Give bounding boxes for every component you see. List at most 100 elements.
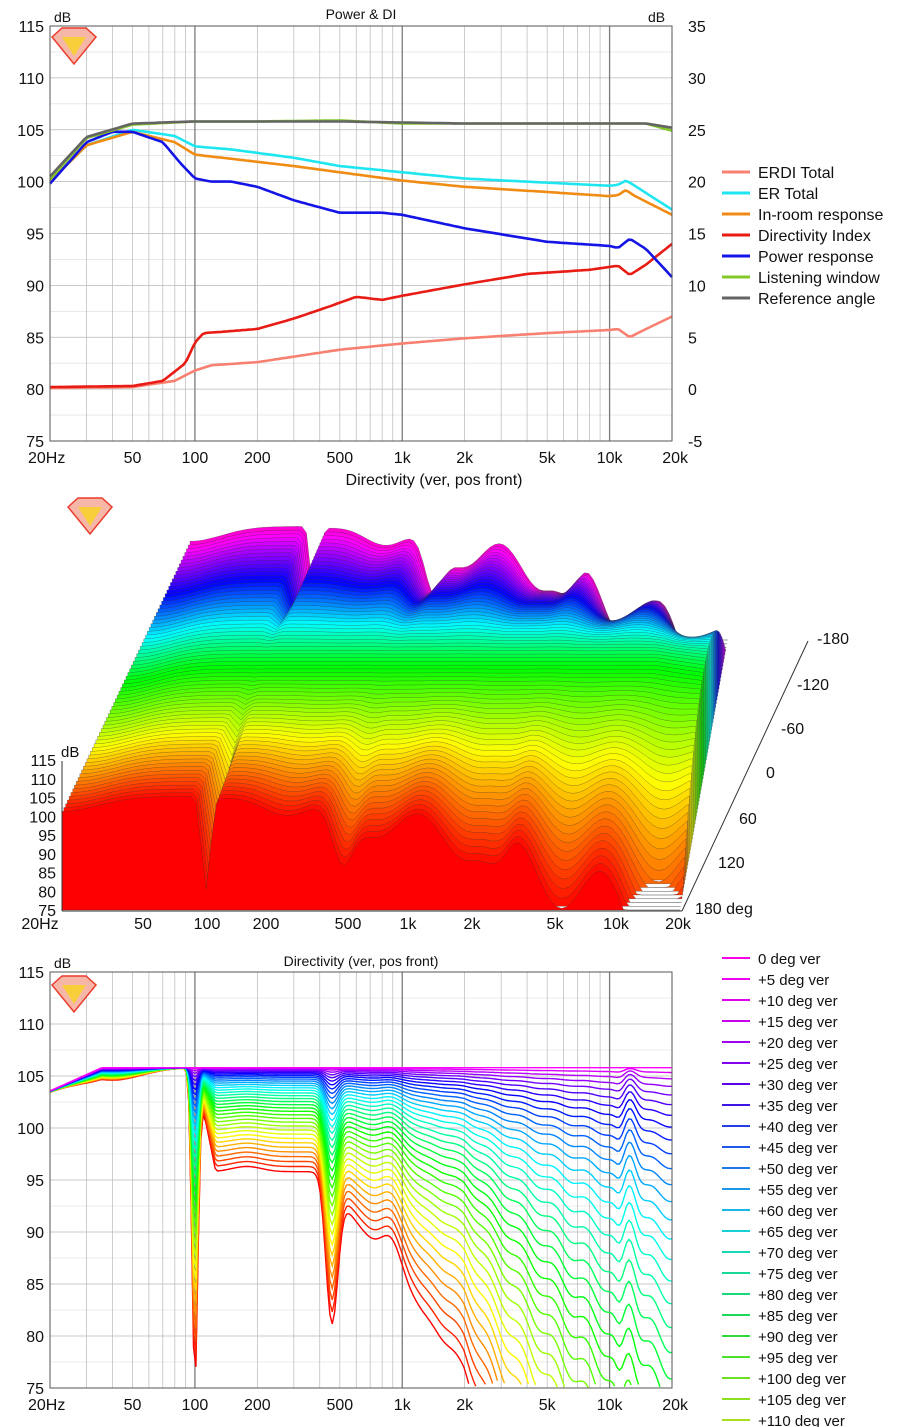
directivity-y-tick-label: 100 (17, 1121, 44, 1138)
x-tick-label: 2k (456, 450, 474, 467)
legend-label: +100 deg ver (758, 1371, 846, 1388)
directivity-unit-label: dB (54, 955, 71, 971)
waterfall-z-tick-label: 75 (38, 903, 56, 920)
waterfall-x-tick-label: 1k (400, 916, 418, 933)
x-tick-label: 10k (597, 450, 624, 467)
waterfall-depth-tick-label: 60 (739, 811, 757, 828)
waterfall-z-tick-label: 80 (38, 884, 56, 901)
directivity-x-tick-label: 20k (662, 1397, 689, 1414)
waterfall-x-tick-label: 2k (464, 916, 482, 933)
left-unit-label: dB (54, 9, 71, 25)
legend-label: +20 deg ver (758, 1035, 838, 1052)
waterfall-depth-tick-label: 0 (766, 765, 775, 782)
waterfall-z-tick-label: 85 (38, 866, 56, 883)
legend-label: Directivity Index (758, 228, 871, 245)
x-tick-label: 20k (662, 450, 689, 467)
directivity-y-tick-label: 90 (26, 1225, 44, 1242)
power-di-left-tick-labels: 75 80 85 90 95 100 105 110 115 (17, 19, 44, 451)
legend-label: +5 deg ver (758, 972, 829, 989)
directivity-series-line (49, 1067, 470, 1384)
directivity-x-tick-label: 20Hz (28, 1397, 65, 1414)
legend-label: ERDI Total (758, 165, 834, 182)
right-tick-label: 25 (688, 123, 706, 140)
directivity-y-tick-label: 95 (26, 1173, 44, 1190)
waterfall-x-tick-label: 50 (134, 916, 152, 933)
legend-label: 0 deg ver (758, 951, 821, 968)
logo-center-icon (62, 985, 86, 1004)
series-line-er-total (49, 128, 673, 211)
right-tick-label: 15 (688, 227, 706, 244)
directivity-series-line (49, 1067, 565, 1388)
series-line-directivity-index (49, 242, 673, 389)
directivity-series-line (49, 1067, 672, 1305)
right-tick-label: -5 (688, 434, 702, 451)
waterfall-x-tick-label: 100 (194, 916, 221, 933)
waterfall-z-tick-label: 110 (30, 772, 56, 789)
legend-label: +75 deg ver (758, 1266, 838, 1283)
x-tick-label: 1k (394, 450, 412, 467)
waterfall-slice (61, 796, 680, 911)
right-tick-label: 10 (688, 278, 706, 295)
right-unit-label: dB (648, 9, 665, 25)
power-di-legend: ERDI Total ER Total In-room response Direct… (722, 165, 883, 308)
legend-label: +10 deg ver (758, 993, 838, 1010)
legend-label: +65 deg ver (758, 1224, 838, 1241)
power-di-plot-frame (49, 25, 673, 442)
power-di-series (49, 119, 673, 390)
series-line-in-room-response (49, 130, 673, 216)
waterfall-depth-axis (681, 640, 809, 912)
logo-center-icon (78, 507, 102, 526)
left-tick-label: 100 (17, 175, 44, 192)
directivity-y-tick-labels: 75 80 85 90 95 100 105 110 115 (17, 965, 44, 1398)
directivity-x-tick-label: 500 (326, 1397, 353, 1414)
waterfall-x-tick-label: 10k (603, 916, 630, 933)
legend-label: +40 deg ver (758, 1119, 838, 1136)
x-tick-label: 500 (326, 450, 353, 467)
right-tick-label: 20 (688, 175, 706, 192)
directivity-y-tick-label: 85 (26, 1277, 44, 1294)
x-tick-label: 50 (124, 450, 142, 467)
legend-label: Listening window (758, 270, 880, 287)
waterfall-depth-tick-label: 180 deg (695, 901, 753, 918)
series-line-listening-window (49, 119, 673, 181)
legend-label: +55 deg ver (758, 1182, 838, 1199)
power-di-x-tick-labels: 20Hz 50 100 200 500 1k 2k 5k 10k 20k (28, 450, 689, 467)
directivity-series-line (49, 1067, 672, 1380)
power-di-title: Power & DI (326, 6, 397, 22)
directivity-series-line (49, 1067, 672, 1092)
waterfall-z-unit: dB (61, 744, 79, 761)
directivity-series-line (49, 1067, 672, 1329)
x-tick-label: 100 (182, 450, 209, 467)
x-tick-label: 200 (244, 450, 271, 467)
waterfall-surface (61, 526, 728, 911)
directivity-series-line (49, 1067, 537, 1386)
right-tick-label: 5 (688, 330, 697, 347)
logo-icon (50, 975, 98, 1014)
directivity-x-tick-label: 2k (456, 1397, 474, 1414)
left-tick-label: 95 (26, 227, 44, 244)
waterfall-x-tick-label: 5k (547, 916, 565, 933)
waterfall-z-tick-label: 105 (29, 791, 56, 808)
right-tick-label: 35 (688, 19, 706, 36)
directivity-series-line (49, 1067, 477, 1387)
legend-label: In-room response (758, 207, 883, 224)
waterfall-depth-tick-label: 120 (718, 855, 745, 872)
waterfall-z-tick-label: 90 (38, 847, 56, 864)
directivity-y-tick-label: 80 (26, 1329, 44, 1346)
directivity-y-tick-label: 115 (18, 965, 44, 982)
left-tick-label: 110 (18, 71, 44, 88)
legend-label: +60 deg ver (758, 1203, 838, 1220)
waterfall-z-tick-label: 95 (38, 828, 56, 845)
series-line-reference-angle (49, 120, 673, 178)
legend-label: +25 deg ver (758, 1056, 838, 1073)
left-tick-label: 90 (26, 278, 44, 295)
legend-label: +90 deg ver (758, 1329, 838, 1346)
directivity-x-tick-label: 1k (394, 1397, 412, 1414)
directivity-chart: Directivity (ver, pos front) dB 75 80 85 90… (17, 951, 846, 1427)
right-tick-label: 30 (688, 71, 706, 88)
waterfall-x-tick-label: 500 (335, 916, 362, 933)
directivity-y-tick-label: 110 (18, 1017, 44, 1034)
